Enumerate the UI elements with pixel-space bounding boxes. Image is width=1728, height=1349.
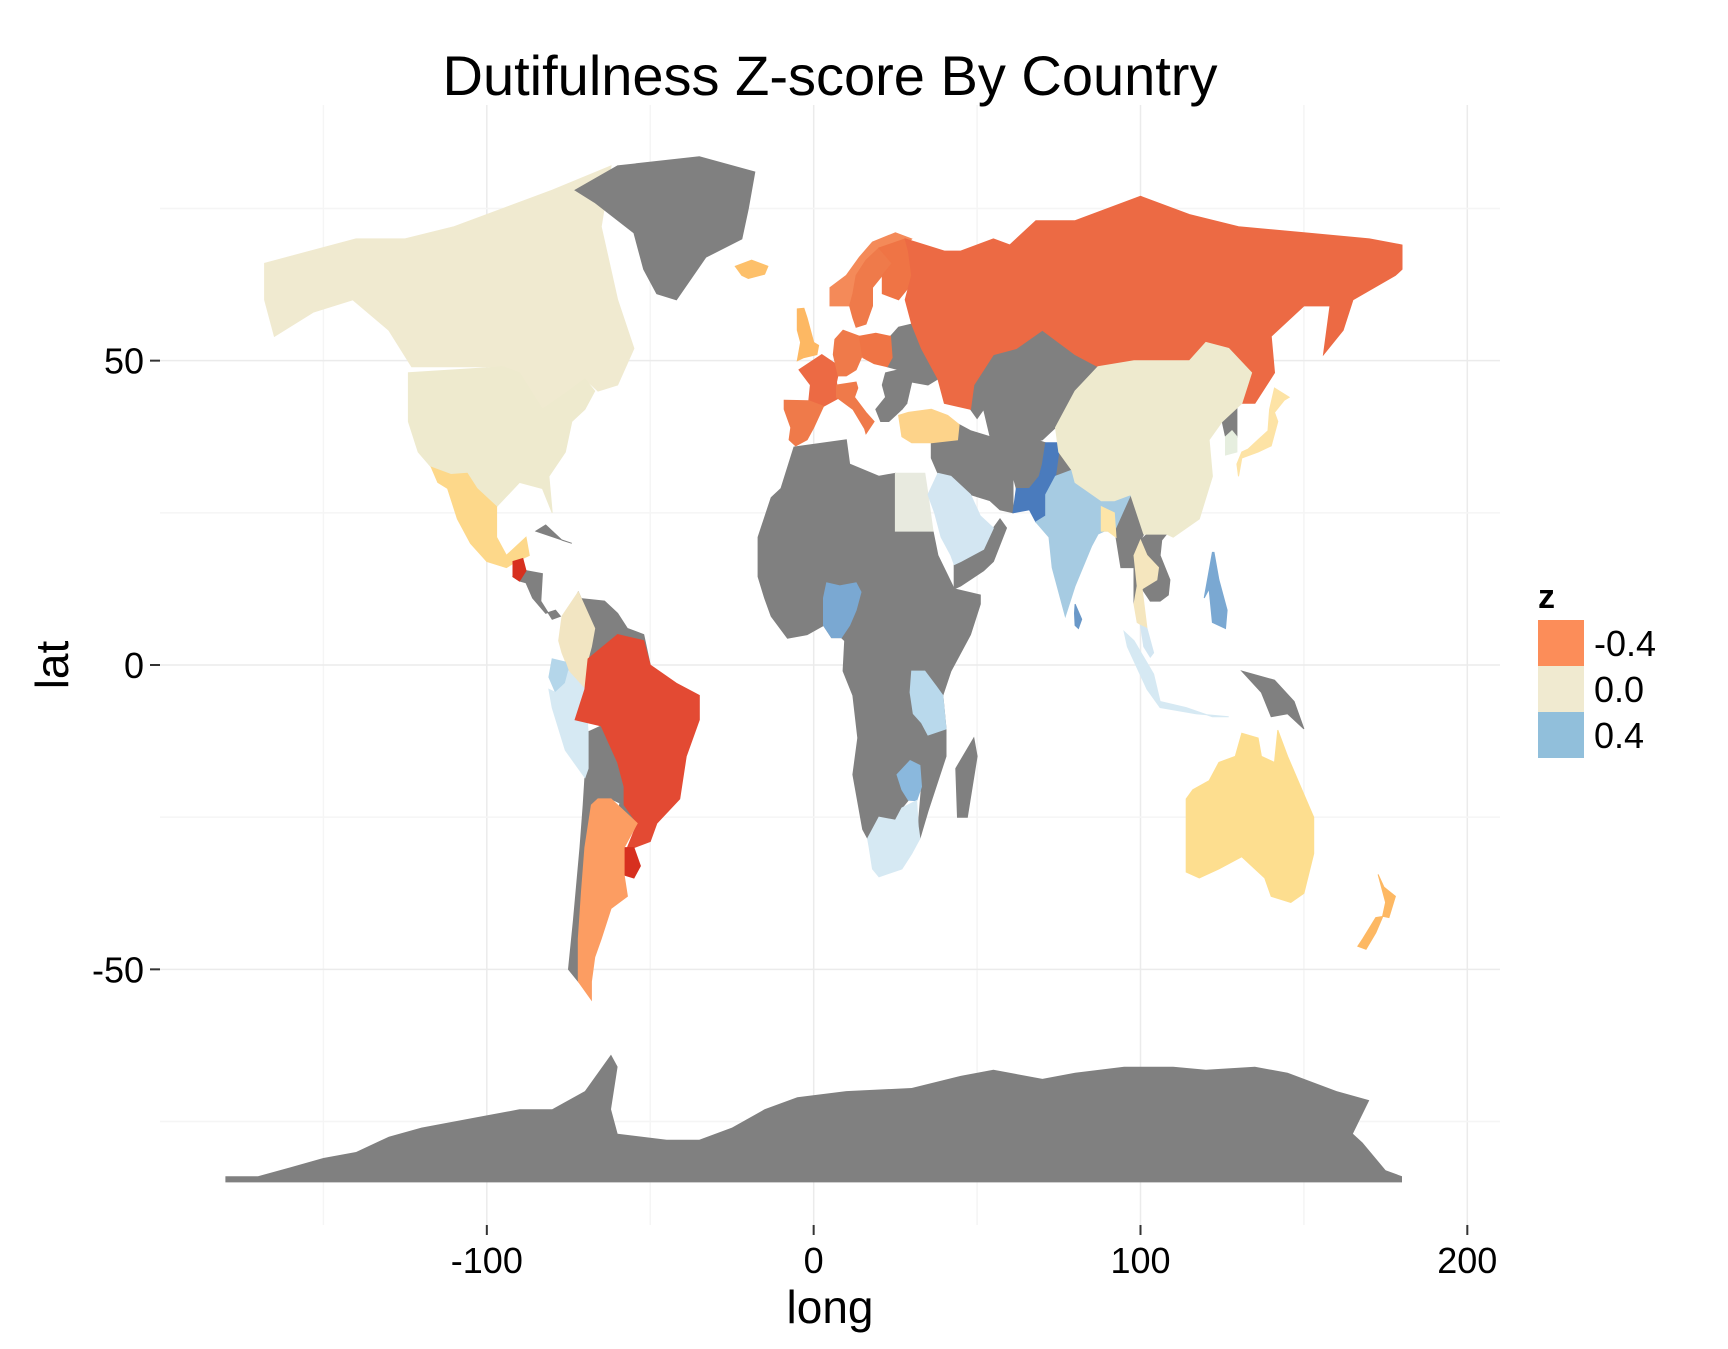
legend-label: -0.4 <box>1594 623 1656 664</box>
country-polygon: India <box>1035 469 1132 619</box>
x-tick-label: -100 <box>451 1240 523 1281</box>
country-polygon: Zimbabwe <box>896 759 923 802</box>
country-polygon: Nigeria <box>823 582 862 639</box>
country-polygon: Tanzania <box>909 670 947 736</box>
legend-title: z <box>1538 578 1555 616</box>
country-polygon: United Kingdom <box>796 307 820 362</box>
country-polygon-no-data <box>930 423 1014 514</box>
x-axis-label: long <box>787 1281 874 1333</box>
country-polygon: Malaysia <box>1139 624 1155 658</box>
country-polygon: Japan <box>1236 387 1291 477</box>
country-polygon: South Korea <box>1225 429 1238 456</box>
country-polygon: Iceland <box>734 259 769 280</box>
country-polygon: Greenland <box>574 156 756 301</box>
legend-label: 0.4 <box>1594 715 1644 756</box>
country-polygon: Argentina <box>577 798 638 1002</box>
x-tick-label: 100 <box>1110 1240 1170 1281</box>
country-polygon: Germany <box>832 329 864 377</box>
country-polygon: New Zealand <box>1357 874 1396 950</box>
country-polygon-no-data <box>225 1054 1402 1183</box>
country-polygon: Brazil <box>574 634 700 849</box>
country-polygon: Canada <box>264 165 635 411</box>
country-polygon: Peru <box>548 670 589 779</box>
x-tick-label: 0 <box>804 1240 824 1281</box>
y-tick-label: 50 <box>104 341 144 382</box>
chart-title: Dutifulness Z-score By Country <box>443 44 1218 107</box>
country-polygon: Guatemala <box>512 557 527 582</box>
legend: z -0.4 0.0 0.4 <box>1538 578 1656 758</box>
country-polygon: Uruguay <box>623 847 641 879</box>
country-polygon: Egypt <box>894 472 934 532</box>
country-polygon: South Africa <box>867 799 921 878</box>
country-polygon: Australia <box>1185 729 1315 903</box>
country-polygon-no-data <box>511 570 562 620</box>
y-tick-label: 0 <box>124 645 144 686</box>
country-polygon: Saudi Arabia <box>927 472 995 566</box>
country-polygon: Bangladesh <box>1100 505 1117 539</box>
country-polygon: Italy <box>836 381 875 435</box>
country-polygon: Indonesia <box>1123 630 1229 718</box>
country-polygon-no-data <box>1240 670 1305 730</box>
legend-swatch <box>1538 712 1584 758</box>
country-polygon: Spain <box>783 399 825 447</box>
legend-swatch <box>1538 620 1584 666</box>
x-tick-label: 200 <box>1437 1240 1497 1281</box>
legend-label: 0.0 <box>1594 669 1644 710</box>
country-polygon: Poland <box>858 332 893 368</box>
country-polygon: Mexico <box>430 466 530 569</box>
country-polygon: Philippines <box>1203 551 1228 630</box>
country-polygon: Russia <box>904 195 1403 410</box>
legend-swatch <box>1538 666 1584 712</box>
country-polygon-no-data <box>955 736 978 818</box>
country-polygon: Sri Lanka <box>1073 603 1083 630</box>
y-tick-label: -50 <box>92 949 144 990</box>
country-polygon: China <box>1054 341 1253 538</box>
country-polygon-no-data <box>534 524 572 544</box>
axes: -100 0 100 200 -50 0 50 <box>92 341 1497 1281</box>
country-polygon: Turkey <box>898 408 960 444</box>
y-axis-label: lat <box>26 640 78 689</box>
country-polygon: France <box>798 353 841 407</box>
country-polygons: CanadaUSAMexicoGuatemalaColombiaEcuadorP… <box>225 156 1403 1183</box>
